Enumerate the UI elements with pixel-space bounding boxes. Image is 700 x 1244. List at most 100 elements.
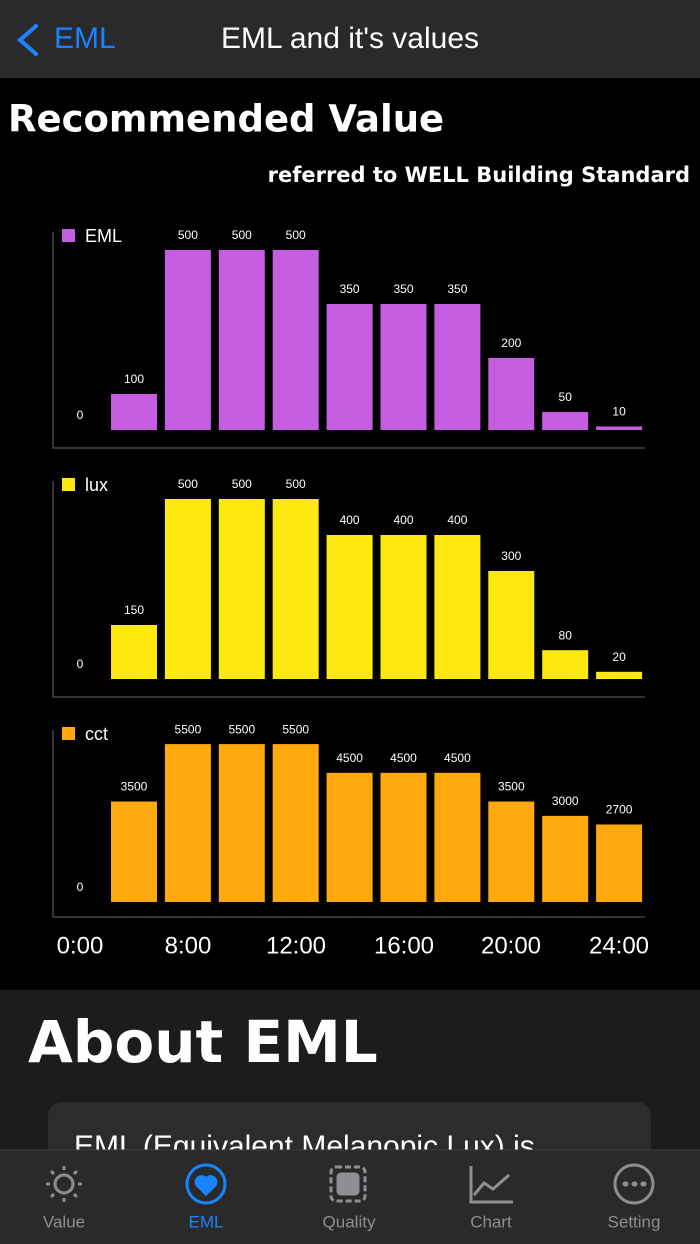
- value-label: 5500: [175, 722, 202, 736]
- time-label: 16:00: [374, 932, 434, 959]
- tab-label[interactable]: Chart: [470, 1212, 512, 1231]
- bar: [596, 426, 643, 430]
- bar: [434, 304, 481, 430]
- bar: [164, 250, 211, 430]
- bar: [434, 772, 481, 902]
- eml-icon[interactable]: [185, 1163, 227, 1205]
- bar: [434, 535, 481, 679]
- setting-icon[interactable]: [613, 1163, 655, 1205]
- bar: [218, 499, 265, 679]
- value-label: 3000: [552, 794, 579, 808]
- back-button[interactable]: EML: [54, 22, 116, 55]
- bar: [542, 650, 589, 679]
- value-label: 2700: [606, 803, 633, 817]
- time-axis: 0:00 8:00 12:00 16:00 20:00 24:00: [57, 932, 649, 959]
- bar: [488, 801, 535, 902]
- bar: [488, 571, 535, 679]
- y-tick-label: 0: [77, 408, 84, 422]
- bar: [488, 358, 535, 430]
- value-label: 10: [612, 405, 626, 419]
- tab-label[interactable]: Quality: [323, 1212, 376, 1231]
- bar: [542, 412, 589, 430]
- eml-heart[interactable]: [194, 1175, 218, 1197]
- time-label: 20:00: [481, 932, 541, 959]
- legend-swatch: [62, 478, 75, 491]
- value-label: 150: [124, 603, 144, 617]
- bar: [164, 499, 211, 679]
- bar: [380, 772, 427, 902]
- back-icon[interactable]: [16, 24, 38, 56]
- value-label: 20: [612, 650, 626, 664]
- subheading: referred to WELL Building Standard: [268, 163, 690, 187]
- time-label: 8:00: [165, 932, 212, 959]
- time-label: 0:00: [57, 932, 104, 959]
- legend-label: EML: [85, 226, 122, 246]
- bar: [326, 772, 373, 902]
- value-label: 500: [232, 477, 252, 491]
- value-label: 5500: [228, 722, 255, 736]
- legend-label: cct: [85, 724, 108, 744]
- bar: [380, 535, 427, 679]
- tab-label[interactable]: EML: [189, 1212, 224, 1231]
- value-label: 400: [340, 513, 360, 527]
- bar: [272, 250, 319, 430]
- chart-icon[interactable]: [469, 1166, 513, 1204]
- y-tick-label: 0: [77, 657, 84, 671]
- nav-bar: [0, 0, 700, 78]
- value-icon-rays[interactable]: [46, 1166, 82, 1202]
- value-label: 50: [559, 390, 573, 404]
- bar: [218, 744, 265, 902]
- bar: [326, 535, 373, 679]
- bar: [111, 801, 157, 902]
- value-label: 500: [178, 228, 198, 242]
- bar: [164, 744, 211, 902]
- bar: [542, 815, 589, 902]
- value-label: 400: [393, 513, 413, 527]
- value-label: 350: [340, 282, 360, 296]
- tab-icons: [46, 1163, 655, 1205]
- legend-swatch: [62, 229, 75, 242]
- legend-label: lux: [85, 475, 108, 495]
- value-label: 200: [501, 336, 521, 350]
- tabs: Value EML Quality Chart Setting: [43, 1212, 661, 1231]
- value-label: 350: [447, 282, 467, 296]
- bar: [218, 250, 265, 430]
- value-label: 500: [178, 477, 198, 491]
- value-label: 100: [124, 372, 144, 386]
- value-label: 400: [447, 513, 467, 527]
- legend-swatch: [62, 727, 75, 740]
- tab-label[interactable]: Value: [43, 1212, 85, 1231]
- heading: Recommended Value: [8, 98, 444, 141]
- value-label: 500: [286, 477, 306, 491]
- value-label: 4500: [390, 751, 417, 765]
- axis: [52, 232, 645, 449]
- time-label: 12:00: [266, 932, 326, 959]
- bar: [111, 394, 157, 430]
- value-label: 350: [393, 282, 413, 296]
- value-label: 3500: [121, 780, 148, 794]
- y-tick-label: 0: [77, 880, 84, 894]
- value-label: 500: [232, 228, 252, 242]
- axis: [52, 730, 645, 918]
- bar: [596, 671, 643, 679]
- about-title: About EML: [28, 1008, 378, 1076]
- axis: [52, 481, 645, 698]
- value-label: 300: [501, 549, 521, 563]
- tab-label[interactable]: Setting: [608, 1212, 661, 1231]
- value-icon[interactable]: [53, 1173, 75, 1195]
- value-label: 5500: [282, 722, 309, 736]
- value-label: 80: [559, 628, 573, 642]
- bar: [596, 824, 643, 902]
- bar: [272, 499, 319, 679]
- bar: [380, 304, 427, 430]
- bar: [111, 625, 157, 679]
- time-label: 24:00: [589, 932, 649, 959]
- value-label: 3500: [498, 780, 525, 794]
- value-label: 4500: [444, 751, 471, 765]
- quality-icon[interactable]: [329, 1165, 367, 1203]
- quality-inner[interactable]: [336, 1172, 360, 1196]
- bar: [272, 744, 319, 902]
